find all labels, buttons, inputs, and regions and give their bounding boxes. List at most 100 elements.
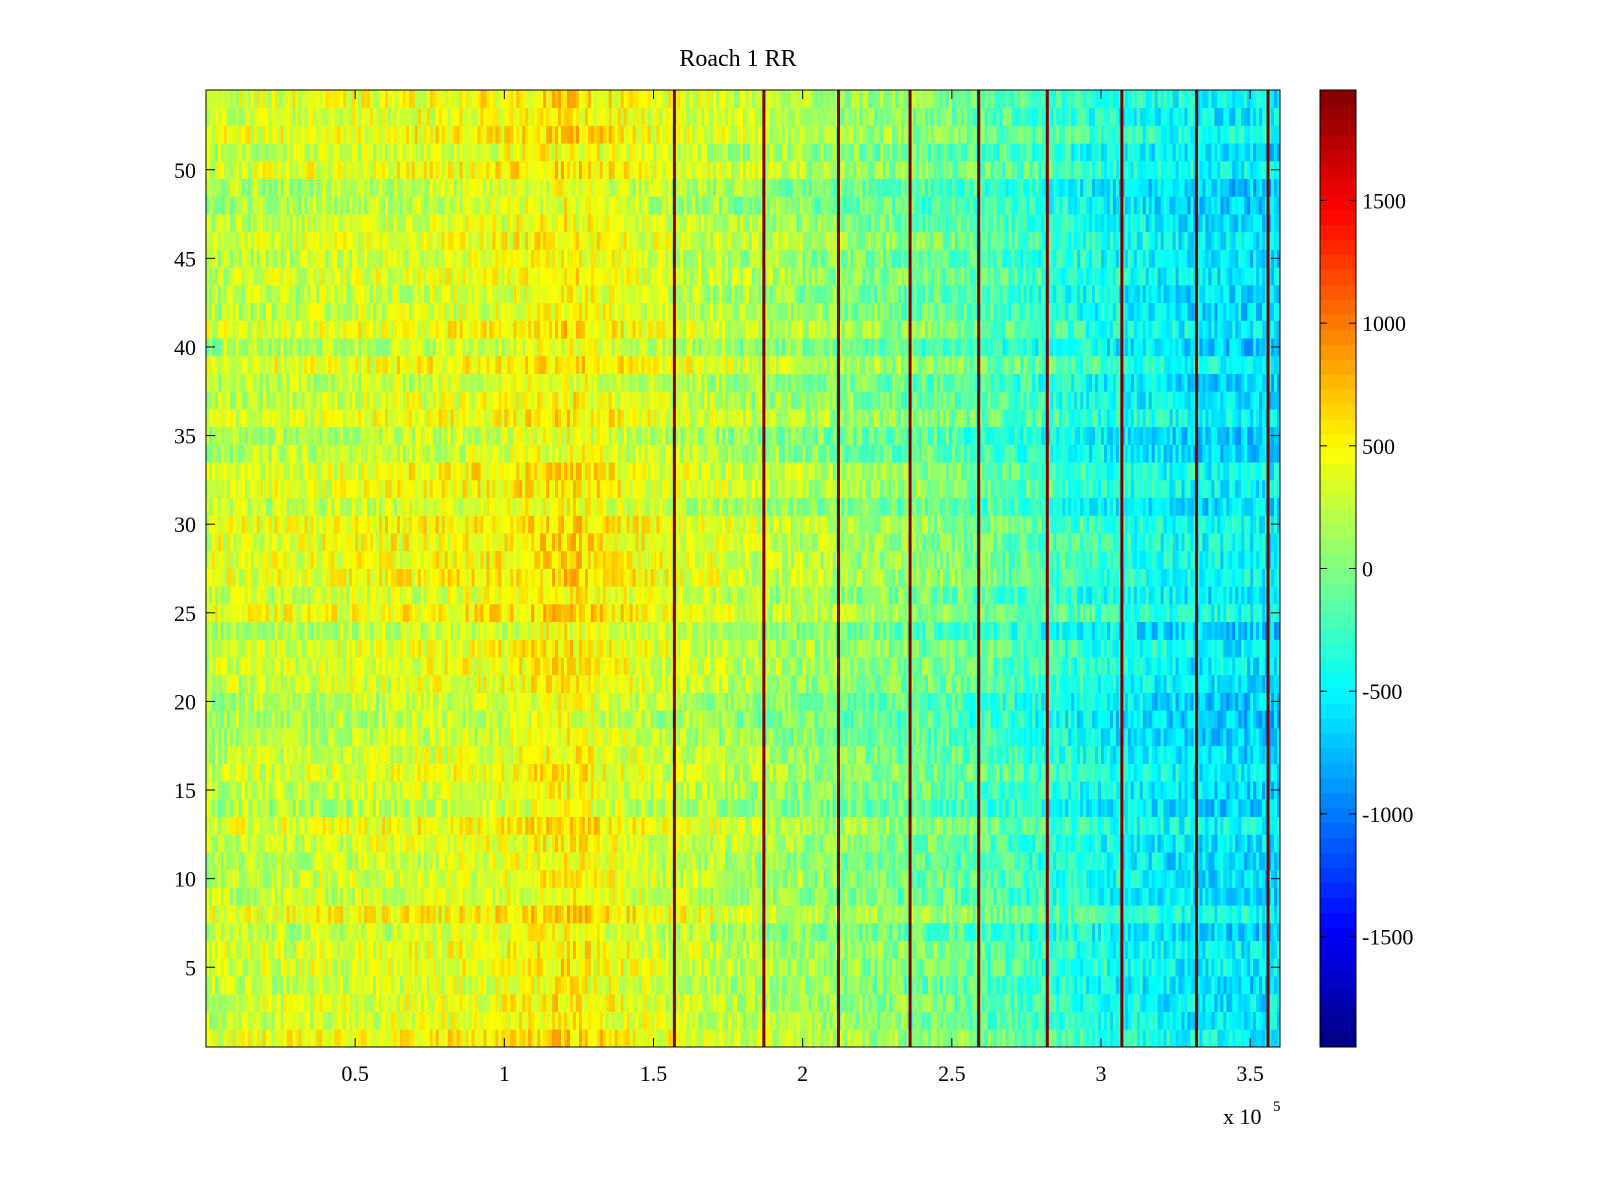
heatmap-cell bbox=[558, 834, 562, 853]
heatmap-cell bbox=[495, 798, 499, 818]
heatmap-cell bbox=[286, 958, 290, 977]
heatmap-cell bbox=[1256, 940, 1260, 959]
heatmap-cell bbox=[632, 852, 636, 871]
heatmap-cell bbox=[978, 869, 983, 888]
heatmap-cell bbox=[316, 869, 320, 888]
heatmap-cell bbox=[271, 852, 276, 871]
heatmap-cell bbox=[665, 922, 669, 942]
heatmap-cell bbox=[265, 958, 270, 977]
heatmap-cell bbox=[229, 958, 234, 977]
heatmap-cell bbox=[1229, 887, 1233, 906]
heatmap-cell bbox=[1092, 869, 1096, 888]
heatmap-cell bbox=[250, 834, 255, 853]
heatmap-cell bbox=[214, 1029, 219, 1048]
heatmap-cell bbox=[322, 1011, 326, 1030]
heatmap-cell bbox=[620, 1029, 625, 1048]
heatmap-cell bbox=[483, 816, 487, 835]
heatmap-cell bbox=[468, 958, 472, 977]
heatmap-cell bbox=[844, 887, 848, 906]
heatmap-cell bbox=[969, 852, 974, 871]
heatmap-cell bbox=[349, 976, 353, 995]
heatmap-cell bbox=[316, 816, 320, 835]
heatmap-cell bbox=[462, 976, 466, 995]
heatmap-cell bbox=[331, 993, 335, 1012]
heatmap-cell bbox=[954, 852, 959, 871]
heatmap-cell bbox=[889, 869, 893, 888]
heatmap-cell bbox=[262, 993, 267, 1012]
heatmap-cell bbox=[584, 1029, 589, 1048]
heatmap-cell bbox=[501, 958, 505, 977]
heatmap-cell bbox=[751, 940, 756, 959]
heatmap-cell bbox=[581, 993, 586, 1012]
heatmap-cell bbox=[1238, 940, 1242, 959]
heatmap-cell bbox=[1121, 958, 1126, 977]
heatmap-cell bbox=[626, 940, 631, 959]
heatmap-cell bbox=[552, 834, 556, 853]
heatmap-cell bbox=[1020, 816, 1024, 835]
heatmap-cell bbox=[784, 940, 789, 959]
heatmap-cell bbox=[211, 1011, 216, 1030]
heatmap-cell bbox=[1256, 869, 1260, 888]
heatmap-cell bbox=[1196, 1029, 1200, 1048]
heatmap-cell bbox=[280, 905, 284, 924]
heatmap-cell bbox=[1101, 922, 1105, 942]
heatmap-cell bbox=[823, 852, 827, 871]
heatmap-cell bbox=[972, 976, 977, 995]
heatmap-cell bbox=[1077, 958, 1081, 977]
heatmap-cell bbox=[722, 1011, 726, 1030]
heatmap-cell bbox=[1253, 869, 1257, 888]
heatmap-cell bbox=[740, 869, 744, 888]
heatmap-cell bbox=[832, 922, 836, 942]
heatmap-cell bbox=[775, 993, 780, 1012]
heatmap-cell bbox=[745, 834, 750, 853]
heatmap-cell bbox=[286, 1011, 290, 1030]
heatmap-cell bbox=[358, 1011, 362, 1030]
heatmap-cell bbox=[217, 922, 222, 942]
heatmap-cell bbox=[841, 869, 845, 888]
heatmap-cell bbox=[969, 798, 974, 818]
heatmap-cell bbox=[823, 834, 827, 853]
heatmap-cell bbox=[862, 798, 866, 818]
heatmap-cell bbox=[701, 922, 705, 942]
heatmap-cell bbox=[1080, 1029, 1084, 1048]
heatmap-cell bbox=[241, 816, 246, 835]
heatmap-cell bbox=[1199, 869, 1203, 888]
heatmap-cell bbox=[757, 976, 762, 995]
heatmap-cell bbox=[337, 834, 341, 853]
heatmap-cell bbox=[1011, 1011, 1015, 1030]
heatmap-cell bbox=[743, 816, 747, 835]
heatmap-cell bbox=[725, 993, 729, 1012]
heatmap-cell bbox=[1026, 905, 1030, 924]
heatmap-cell bbox=[939, 887, 944, 906]
heatmap-cell bbox=[1184, 993, 1188, 1012]
heatmap-cell bbox=[477, 940, 481, 959]
heatmap-cell bbox=[238, 922, 243, 942]
heatmap-cell bbox=[561, 922, 565, 942]
heatmap-cell bbox=[256, 940, 261, 959]
heatmap-cell bbox=[641, 922, 645, 942]
heatmap-cell bbox=[1187, 993, 1191, 1012]
heatmap-cell bbox=[1026, 887, 1030, 906]
heatmap-cell bbox=[1175, 905, 1179, 924]
heatmap-cell bbox=[1109, 852, 1114, 871]
heatmap-cell bbox=[322, 940, 326, 959]
heatmap-cell bbox=[569, 816, 574, 835]
heatmap-cell bbox=[519, 993, 523, 1012]
heatmap-cell bbox=[1148, 887, 1153, 906]
heatmap-cell bbox=[987, 887, 992, 906]
heatmap-cell bbox=[1226, 1011, 1230, 1030]
heatmap-cell bbox=[304, 852, 308, 871]
heatmap-cell bbox=[411, 958, 416, 977]
heatmap-cell bbox=[1211, 1011, 1215, 1030]
heatmap-cell bbox=[405, 869, 410, 888]
heatmap-cell bbox=[596, 976, 601, 995]
heatmap-cell bbox=[743, 1029, 747, 1048]
heatmap-cell bbox=[447, 816, 452, 835]
heatmap-cell bbox=[1032, 816, 1036, 835]
heatmap-cell bbox=[1041, 798, 1045, 818]
heatmap-cell bbox=[832, 834, 836, 853]
heatmap-cell bbox=[647, 834, 651, 853]
heatmap-cell bbox=[883, 1011, 887, 1030]
heatmap-cell bbox=[322, 976, 326, 995]
heatmap-cell bbox=[1121, 816, 1126, 835]
